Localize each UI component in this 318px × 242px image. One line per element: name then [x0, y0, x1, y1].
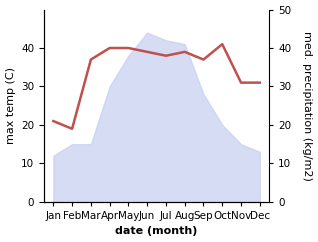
X-axis label: date (month): date (month): [115, 227, 198, 236]
Y-axis label: max temp (C): max temp (C): [5, 67, 16, 144]
Y-axis label: med. precipitation (kg/m2): med. precipitation (kg/m2): [302, 31, 313, 181]
